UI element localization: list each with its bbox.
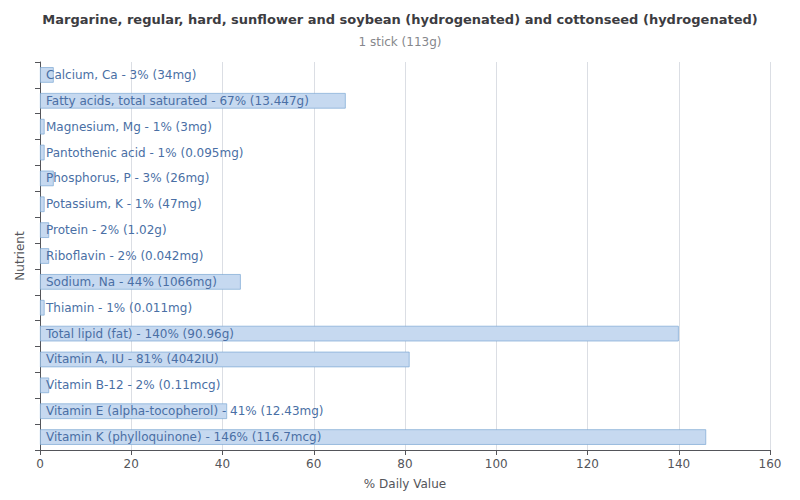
- svg-text:Calcium, Ca - 3% (34mg): Calcium, Ca - 3% (34mg): [46, 68, 196, 82]
- svg-text:Vitamin B-12 - 2% (0.11mcg): Vitamin B-12 - 2% (0.11mcg): [46, 378, 220, 392]
- svg-text:Riboflavin - 2% (0.042mg): Riboflavin - 2% (0.042mg): [46, 249, 203, 263]
- svg-text:80: 80: [397, 457, 412, 471]
- svg-text:100: 100: [485, 457, 508, 471]
- svg-text:Magnesium, Mg - 1% (3mg): Magnesium, Mg - 1% (3mg): [46, 120, 212, 134]
- svg-text:Vitamin A, IU - 81% (4042IU): Vitamin A, IU - 81% (4042IU): [46, 352, 219, 366]
- svg-text:Margarine, regular, hard, sunf: Margarine, regular, hard, sunflower and …: [42, 12, 757, 27]
- svg-text:Protein - 2% (1.02g): Protein - 2% (1.02g): [46, 223, 167, 237]
- svg-text:Vitamin E (alpha-tocopherol) -: Vitamin E (alpha-tocopherol) - 41% (12.4…: [46, 404, 324, 418]
- svg-text:0: 0: [36, 457, 44, 471]
- svg-text:Nutrient: Nutrient: [13, 231, 27, 281]
- svg-text:Total lipid (fat) - 140% (90.9: Total lipid (fat) - 140% (90.96g): [45, 327, 234, 341]
- svg-text:20: 20: [124, 457, 139, 471]
- svg-text:160: 160: [759, 457, 782, 471]
- svg-text:Vitamin K (phylloquinone) - 14: Vitamin K (phylloquinone) - 146% (116.7m…: [46, 430, 321, 444]
- svg-text:Thiamin - 1% (0.011mg): Thiamin - 1% (0.011mg): [45, 301, 192, 315]
- svg-text:Pantothenic acid - 1% (0.095mg: Pantothenic acid - 1% (0.095mg): [46, 146, 243, 160]
- svg-text:Phosphorus, P - 3% (26mg): Phosphorus, P - 3% (26mg): [46, 171, 209, 185]
- svg-text:Fatty acids, total saturated -: Fatty acids, total saturated - 67% (13.4…: [46, 94, 309, 108]
- svg-text:1 stick (113g): 1 stick (113g): [359, 35, 442, 49]
- svg-text:% Daily Value: % Daily Value: [364, 477, 446, 491]
- svg-text:40: 40: [215, 457, 230, 471]
- svg-text:120: 120: [576, 457, 599, 471]
- svg-text:Sodium, Na - 44% (1066mg): Sodium, Na - 44% (1066mg): [46, 275, 217, 289]
- svg-text:Potassium, K - 1% (47mg): Potassium, K - 1% (47mg): [46, 197, 202, 211]
- svg-text:140: 140: [667, 457, 690, 471]
- svg-text:60: 60: [306, 457, 321, 471]
